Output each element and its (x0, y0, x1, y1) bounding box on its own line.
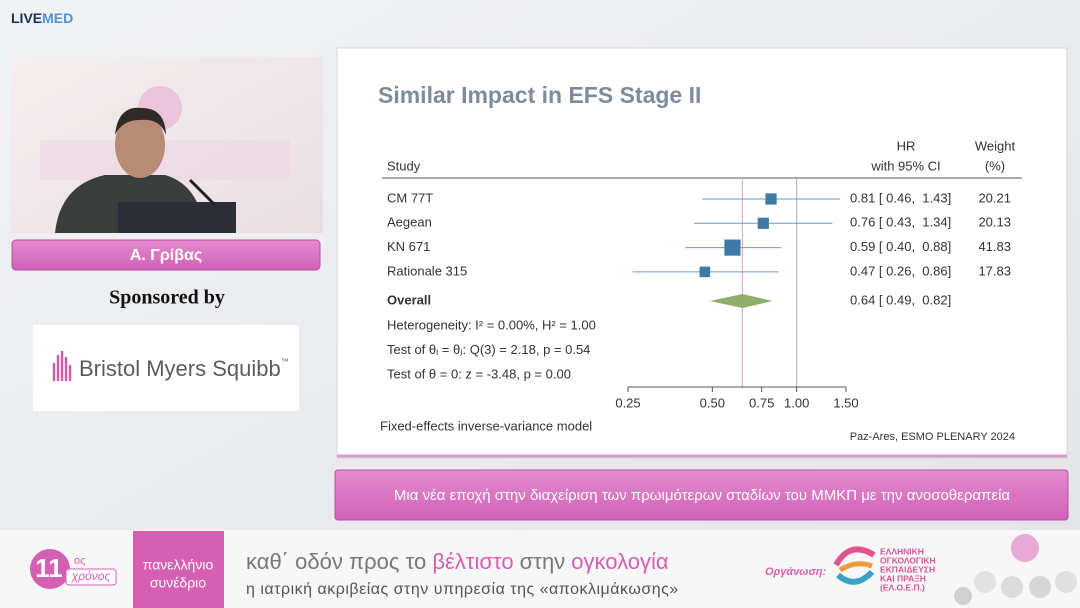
slide-title: Similar Impact in EFS Stage II (378, 82, 701, 108)
laptop (118, 202, 236, 233)
study-name: Aegean (387, 215, 432, 230)
overall-diamond (709, 294, 773, 308)
x-tick-label: 0.25 (615, 395, 640, 410)
hr-ci-label: 0.59 [ 0.40, 0.88] (850, 239, 951, 254)
name-tag (11, 239, 321, 271)
sponsor-icon-lines (52, 350, 72, 382)
organizer-line: ΕΚΠΑΙΔΕΥΣΗ (880, 564, 935, 574)
weight-header: (%) (985, 158, 1005, 173)
sponsor-icon (52, 350, 72, 382)
tagline-part: στην (514, 549, 572, 574)
congress: συνέδριο (150, 575, 206, 591)
caption-bar (334, 469, 1069, 521)
organizer-label: Οργάνωση: (765, 566, 826, 578)
organizer-line: ΕΛΛΗΝΙΚΗ (880, 546, 924, 556)
study-name: KN 671 (387, 239, 430, 254)
decoration-ball (1029, 576, 1051, 598)
overall-name: Overall (387, 292, 431, 307)
forest-plot: Study HR with 95% CI Weight (%) CM 77T 0.… (382, 138, 1022, 410)
edition-badge (30, 549, 70, 589)
sponsor-trademark: ™ (281, 357, 289, 366)
study-square (757, 217, 769, 229)
test-note: Test of θᵢ = θⱼ: Q(3) = 2.18, p = 0.54 (387, 342, 590, 357)
banner-subtitle: η ιατρική ακριβείας στην υπηρεσία της «α… (246, 581, 679, 598)
edition-word-box (65, 568, 117, 586)
weight-label: 20.21 (978, 190, 1011, 205)
decoration-ball (1001, 576, 1023, 598)
x-tick-label: 0.50 (700, 395, 725, 410)
decoration-ball (974, 571, 996, 593)
caption: Μια νέα εποχή στην διαχείριση των πρωιμό… (394, 487, 1011, 504)
organizer-line: (ΕΛ.Ο.Ε.Π.) (880, 582, 925, 592)
decoration-ball (954, 587, 972, 605)
logo: LIVEMED (11, 10, 73, 26)
hr-ci-label: 0.64 [ 0.49, 0.82] (850, 292, 951, 307)
edition-word: χρόνος (71, 569, 111, 583)
hr-ci-label: 0.76 [ 0.43, 1.34] (850, 215, 951, 230)
congress-box (133, 531, 224, 608)
organizer-line: ΚΑΙ ΠΡΑΞΗ (880, 573, 926, 583)
decoration-ball (1055, 571, 1077, 593)
speaker-head (115, 112, 165, 178)
organizer-logo (833, 546, 876, 585)
speaker-name: Α. Γρίβας (130, 247, 202, 264)
edition-suffix: ος (74, 555, 85, 567)
sponsor-company: Bristol Myers Squibb™ (79, 356, 289, 381)
weight-label: 20.13 (978, 215, 1011, 230)
logo-live: LIVE (11, 10, 42, 26)
organizer-swoosh (836, 569, 875, 585)
study-square (724, 239, 741, 256)
x-tick-label: 0.75 (749, 395, 774, 410)
banner-decoration (954, 534, 1077, 605)
study-square (765, 193, 777, 205)
speaker-hair (115, 107, 166, 135)
weight-label: 41.83 (978, 239, 1011, 254)
hr-ci-label: 0.47 [ 0.26, 0.86] (850, 263, 951, 278)
hr-header: with 95% CI (870, 158, 940, 173)
tagline-part: καθ΄ οδόν προς το (246, 549, 432, 574)
organizer-line: ΟΓΚΟΛΟΓΙΚΗ (880, 555, 936, 565)
weight-label: 17.83 (978, 263, 1011, 278)
slide (336, 47, 1068, 459)
decoration-ball (1011, 534, 1039, 562)
congress: πανελλήνιο (143, 557, 214, 573)
organizer-swoosh (838, 561, 873, 573)
study-name: Rationale 315 (387, 263, 467, 278)
x-tick-label: 1.00 (784, 395, 809, 410)
speaker-video (10, 57, 323, 233)
video-backdrop (40, 140, 290, 180)
hr-header: HR (897, 138, 916, 153)
weight-header: Weight (975, 138, 1016, 153)
study-name: CM 77T (387, 190, 433, 205)
tagline-part: βέλτιστο (432, 549, 513, 574)
test-note: Test of θ = 0: z = -3.48, p = 0.00 (387, 366, 571, 381)
sponsor-box (33, 325, 299, 411)
model-note: Fixed-effects inverse-variance model (380, 418, 592, 433)
tagline: καθ΄ οδόν προς το βέλτιστο στην ογκολογί… (246, 549, 669, 574)
tagline-part: ογκολογία (571, 549, 669, 574)
study-header: Study (387, 158, 421, 173)
sponsor-company-name: Bristol Myers Squibb (79, 356, 281, 381)
study-square (699, 266, 711, 278)
slide-source: Paz-Ares, ESMO PLENARY 2024 (850, 431, 1015, 443)
logo-med: MED (42, 10, 73, 26)
x-tick-label: 1.50 (833, 395, 858, 410)
microphone (188, 178, 217, 207)
organizer-swoosh (833, 546, 876, 567)
edition-number: 11 (35, 553, 63, 583)
test-note: Heterogeneity: I² = 0.00%, H² = 1.00 (387, 317, 596, 332)
hr-ci-label: 0.81 [ 0.46, 1.43] (850, 190, 951, 205)
sponsor-label: Sponsored by (109, 287, 225, 309)
